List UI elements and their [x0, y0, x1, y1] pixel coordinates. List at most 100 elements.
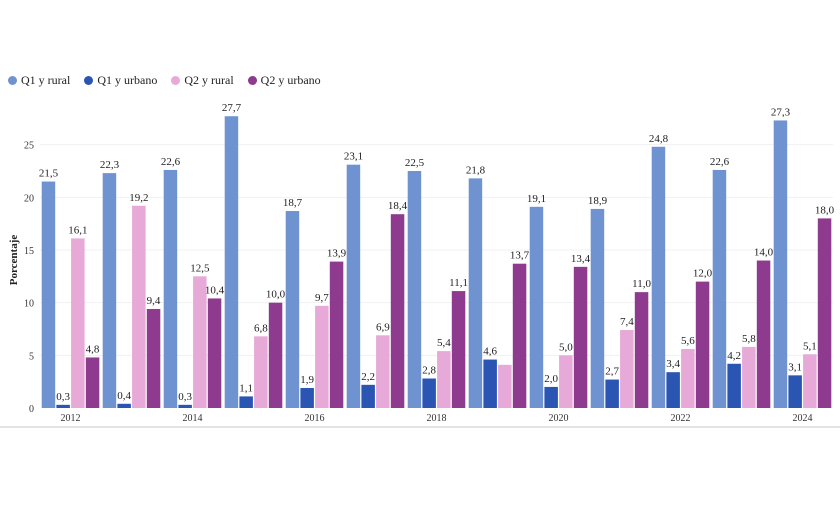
- bar-q1-y-rural-2015: [224, 116, 239, 408]
- bar-q2-y-urbano-2013: [146, 308, 161, 408]
- bar-q1-y-urbano-2013: [117, 403, 131, 408]
- bar-q2-y-urbano-2020: [573, 266, 588, 408]
- bar-q1-y-urbano-2022: [666, 372, 680, 408]
- legend-swatch: [84, 76, 94, 85]
- bar-q2-y-urbano-2024: [817, 218, 832, 408]
- data-label: 18,7: [283, 197, 303, 209]
- bar-q2-y-urbano-2016: [329, 261, 344, 408]
- data-label: 1,1: [239, 382, 253, 394]
- bar-q1-y-urbano-2024: [788, 375, 802, 408]
- data-label: 18,0: [815, 204, 835, 216]
- x-tick-label: 2024: [793, 413, 813, 424]
- data-label: 18,9: [588, 195, 608, 207]
- data-label: 16,1: [68, 224, 87, 236]
- x-tick-label: 2014: [183, 413, 203, 424]
- bar-q1-y-urbano-2023: [727, 363, 741, 408]
- bar-q2-y-rural-2024: [803, 354, 817, 408]
- legend-label: Q1 y rural: [21, 73, 71, 87]
- data-label: 5,0: [559, 341, 573, 353]
- legend-item: Q2 y rural: [171, 73, 234, 88]
- data-label: 2,2: [361, 371, 375, 383]
- data-label: 22,6: [710, 156, 730, 168]
- legend-swatch: [247, 76, 257, 85]
- data-label: 5,6: [681, 335, 695, 347]
- bar-q2-y-rural-2016: [315, 305, 329, 408]
- bar-q2-y-rural-2017: [376, 335, 390, 408]
- bar-q2-y-rural-2015: [254, 336, 268, 408]
- data-label: 9,4: [147, 295, 161, 307]
- bar-q1-y-rural-2017: [346, 164, 361, 408]
- legend-swatch: [8, 76, 17, 85]
- legend-swatch: [171, 76, 181, 85]
- bar-q1-y-urbano-2016: [300, 387, 314, 408]
- legend-item: Q1 y urbano: [84, 73, 157, 88]
- data-label: 1,9: [300, 374, 314, 386]
- bar-q2-y-rural-2012: [71, 238, 85, 408]
- data-label: 2,7: [605, 366, 619, 378]
- bar-q2-y-urbano-2014: [207, 298, 222, 408]
- data-label: 0,4: [117, 390, 131, 402]
- y-tick-label: 5: [29, 351, 34, 362]
- data-label: 22,6: [161, 156, 181, 168]
- bar-q2-y-rural-2019: [498, 364, 512, 408]
- bar-q1-y-urbano-2012: [56, 404, 70, 408]
- data-label: 7,4: [620, 316, 634, 328]
- data-label: 4,8: [86, 343, 100, 355]
- data-label: 13,4: [571, 253, 591, 265]
- data-label: 6,9: [376, 321, 390, 333]
- data-label: 3,4: [666, 358, 680, 370]
- bar-q2-y-rural-2018: [437, 351, 451, 408]
- data-label: 3,1: [788, 361, 802, 373]
- bar-q1-y-rural-2019: [468, 178, 483, 408]
- x-tick-label: 2020: [549, 413, 569, 424]
- y-tick-label: 10: [24, 299, 34, 310]
- data-label: 10,4: [205, 284, 225, 296]
- chart-legend: Q1 y rural Q1 y urbano Q2 y rural Q2 y urba…: [8, 73, 321, 88]
- data-label: 5,4: [437, 337, 451, 349]
- data-label: 23,1: [344, 151, 363, 163]
- data-label: 5,1: [803, 340, 817, 352]
- bar-q2-y-rural-2020: [559, 355, 573, 408]
- bar-q1-y-rural-2016: [285, 211, 300, 408]
- data-label: 6,8: [254, 322, 268, 334]
- data-label: 21,5: [39, 168, 59, 180]
- legend-label: Q2 y urbano: [260, 73, 321, 87]
- data-label: 4,6: [483, 346, 497, 358]
- data-label: 19,1: [527, 193, 546, 205]
- legend-label: Q1 y urbano: [97, 73, 158, 87]
- data-label: 24,8: [649, 133, 669, 145]
- bar-q2-y-urbano-2019: [512, 263, 527, 408]
- data-label: 5,8: [742, 333, 756, 345]
- bar-q1-y-rural-2018: [407, 171, 422, 408]
- bar-q1-y-urbano-2018: [422, 378, 436, 408]
- x-tick-label: 2022: [671, 413, 691, 424]
- bar-q2-y-urbano-2022: [695, 281, 710, 408]
- bar-q2-y-urbano-2023: [756, 260, 771, 408]
- bar-q1-y-urbano-2015: [239, 396, 253, 408]
- y-axis-title: Porcentaje: [8, 235, 20, 286]
- bar-q1-y-rural-2020: [529, 206, 544, 408]
- legend-item: Q2 y urbano: [247, 73, 321, 88]
- data-label: 22,5: [405, 157, 425, 169]
- bar-q1-y-rural-2014: [163, 169, 178, 408]
- data-label: 19,2: [129, 192, 148, 204]
- data-label: 11,1: [449, 277, 468, 289]
- bar-q2-y-rural-2014: [193, 276, 207, 408]
- bar-q2-y-rural-2023: [742, 346, 756, 408]
- bar-q1-y-urbano-2017: [361, 384, 375, 408]
- x-tick-label: 2016: [305, 413, 325, 424]
- data-label: 4,2: [727, 350, 741, 362]
- bar-q1-y-urbano-2014: [178, 404, 192, 408]
- y-tick-label: 20: [24, 193, 34, 204]
- bar-q2-y-urbano-2015: [268, 302, 283, 408]
- bar-q1-y-urbano-2021: [605, 379, 619, 408]
- bar-q2-y-rural-2021: [620, 330, 634, 408]
- data-label: 13,7: [510, 250, 530, 262]
- data-label: 11,0: [632, 278, 651, 290]
- bar-q1-y-rural-2024: [773, 120, 788, 408]
- data-label: 0,3: [178, 391, 192, 403]
- data-label: 21,8: [466, 164, 486, 176]
- bar-q2-y-urbano-2021: [634, 292, 649, 408]
